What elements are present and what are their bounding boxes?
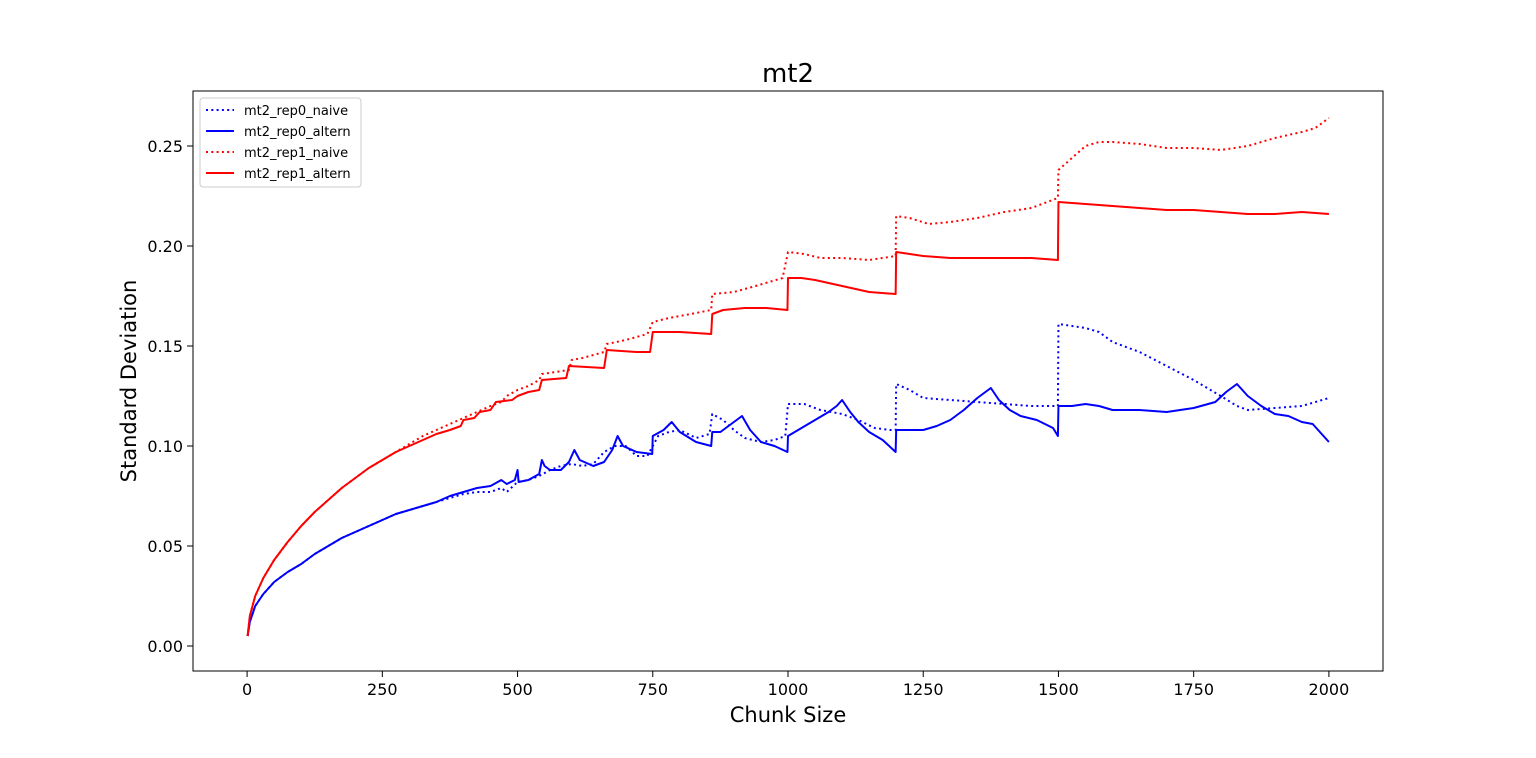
y-tick-label: 0.10 <box>147 437 183 456</box>
x-tick-label: 500 <box>502 680 533 699</box>
series-layer <box>246 117 1330 637</box>
x-tick-label: 250 <box>367 680 398 699</box>
legend-label: mt2_rep0_naive <box>244 104 348 119</box>
y-axis-label: Standard Deviation <box>117 280 141 483</box>
y-tick-label: 0.05 <box>147 537 183 556</box>
x-axis-ticks: 0 250 500 750 1000 1250 1500 1750 2000 <box>242 671 1349 699</box>
x-tick-label: 1750 <box>1173 680 1214 699</box>
series-line-mt2_rep0_altern <box>246 383 1330 637</box>
x-tick-label: 750 <box>637 680 668 699</box>
x-tick-label: 0 <box>242 680 252 699</box>
x-tick-label: 1000 <box>768 680 809 699</box>
y-tick-label: 0.25 <box>147 137 183 156</box>
legend-box <box>199 97 362 188</box>
legend-label: mt2_rep0_altern <box>244 125 351 140</box>
series-line-mt2_rep1_altern <box>246 201 1329 637</box>
x-tick-label: 1500 <box>1038 680 1079 699</box>
y-axis-ticks: 0.00 0.05 0.10 0.15 0.20 0.25 <box>147 137 193 656</box>
x-tick-label: 2000 <box>1309 680 1350 699</box>
legend-label: mt2_rep1_altern <box>244 167 351 182</box>
y-tick-label: 0.00 <box>147 637 183 656</box>
x-tick-label: 1250 <box>903 680 944 699</box>
x-axis-label: Chunk Size <box>730 703 847 727</box>
legend-label: mt2_rep1_naive <box>244 146 348 161</box>
y-tick-label: 0.20 <box>147 237 183 256</box>
legend: mt2_rep0_naive mt2_rep0_altern mt2_rep1_na… <box>199 97 362 188</box>
chart-title: mt2 <box>762 59 814 89</box>
y-tick-label: 0.15 <box>147 337 183 356</box>
